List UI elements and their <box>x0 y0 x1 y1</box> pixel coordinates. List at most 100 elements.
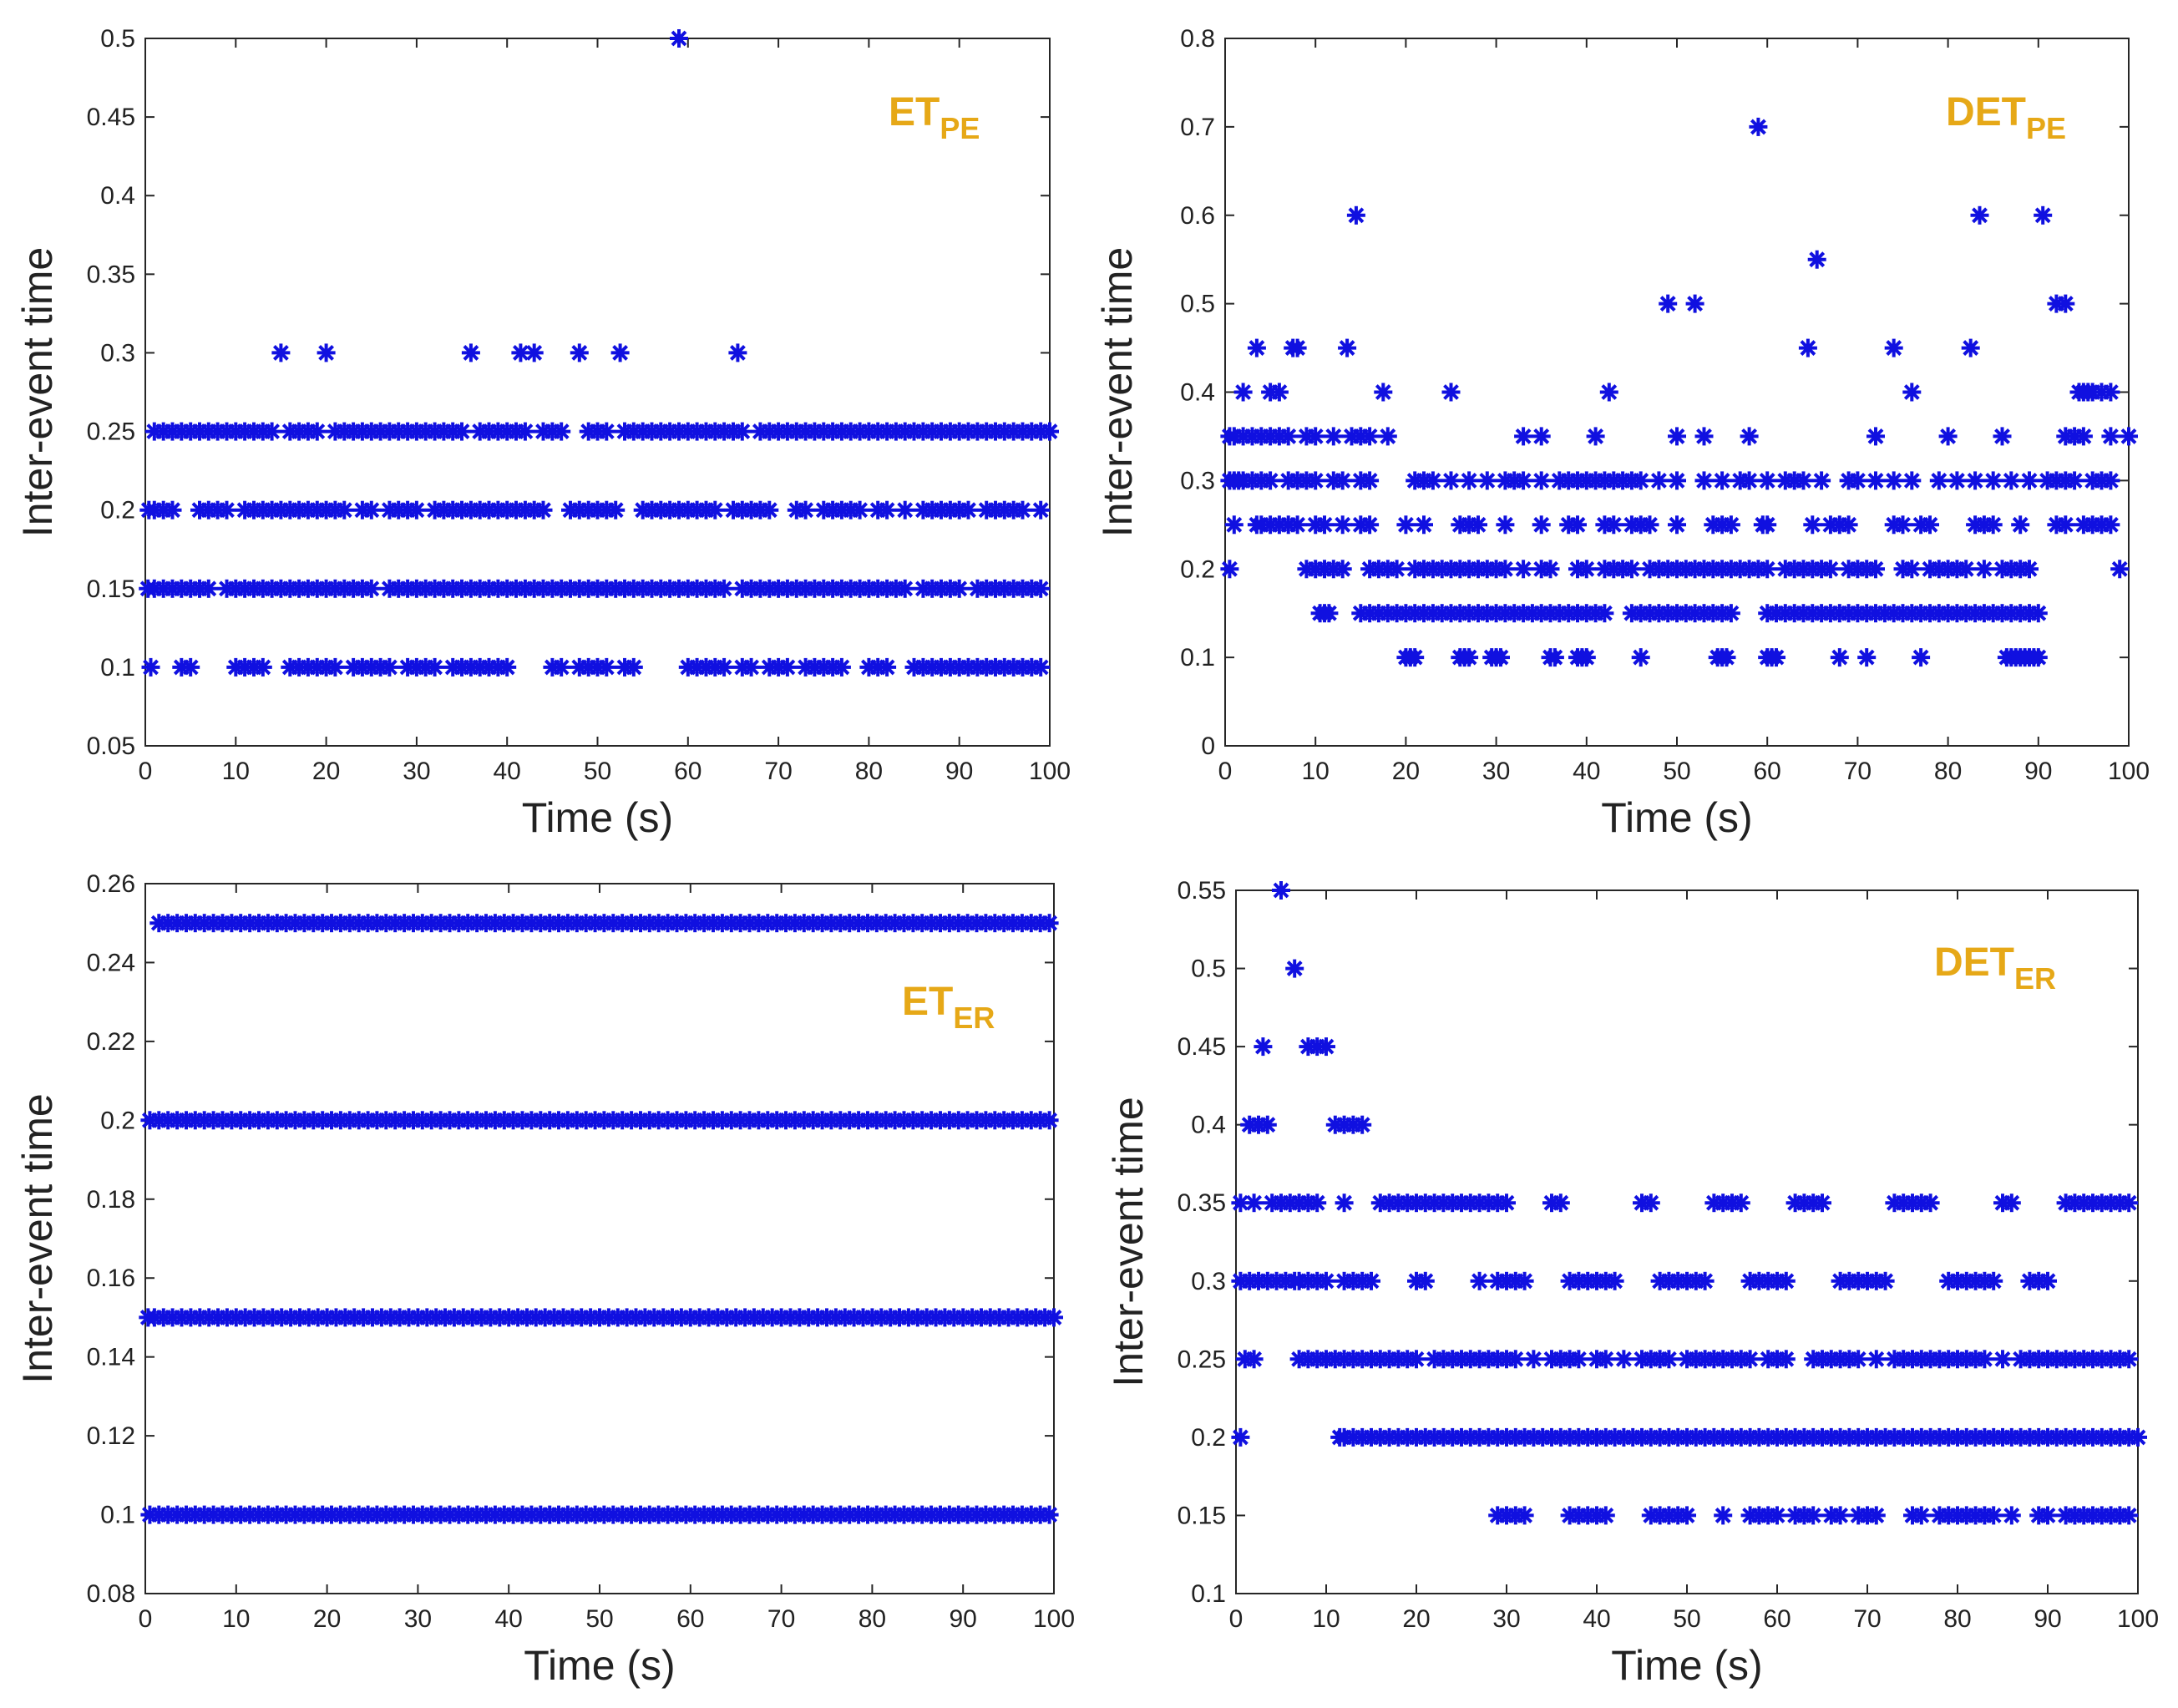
panel4-point <box>1351 1113 1374 1136</box>
panel2-point <box>1458 469 1481 492</box>
panel4-point <box>1919 1192 1942 1214</box>
panel4-xtick-label: 70 <box>1853 1605 1881 1633</box>
panel4-point <box>2118 1192 2140 1214</box>
panel1-point <box>405 499 428 521</box>
panel2-point <box>1530 469 1552 492</box>
panel1-point <box>731 420 753 443</box>
panel4-point <box>1315 1270 1337 1292</box>
panel1-point <box>1030 656 1052 678</box>
panel2-point <box>1331 558 1354 580</box>
panel1-xtick-label: 20 <box>312 758 340 785</box>
panel4-point <box>1829 1504 1851 1527</box>
panel2-point <box>1620 558 1643 580</box>
panel3-xlabel: Time (s) <box>524 1642 675 1689</box>
panel2-point <box>1629 469 1652 492</box>
panel4-point <box>1992 1348 2013 1371</box>
panel4-point <box>1865 1348 1887 1371</box>
panel2-point <box>1720 514 1742 536</box>
panel2-point <box>2027 602 2049 625</box>
panel1-point <box>668 28 690 49</box>
panel2-point <box>1937 425 1959 448</box>
panel1-point <box>180 656 202 678</box>
panel3-ytick-label: 0.1 <box>100 1502 135 1529</box>
panel2-point <box>1856 646 1878 669</box>
panel4-point <box>2127 1426 2149 1448</box>
panel2-point <box>1648 469 1670 492</box>
panel2-point <box>2099 469 2122 492</box>
panel2-point <box>1959 337 1982 359</box>
panel1-point <box>315 342 337 364</box>
panel2-point <box>1575 646 1598 669</box>
panel2-point <box>1846 469 1869 492</box>
panel3-point <box>1038 1503 1061 1526</box>
panel4-xtick-label: 50 <box>1673 1605 1700 1633</box>
panel2-point <box>2064 469 2086 492</box>
panel1-point <box>496 656 519 678</box>
panel1-point <box>894 499 916 521</box>
panel2-ytick-label: 0.7 <box>1180 114 1215 141</box>
panel2-point <box>1345 204 1367 226</box>
panel1-ytick-label: 0.15 <box>87 575 135 603</box>
panel2-point <box>1603 514 1625 536</box>
panel2-point <box>1584 425 1607 448</box>
panel1-point <box>713 656 736 678</box>
panel1-point <box>713 577 736 600</box>
panel3-ytick-label: 0.24 <box>87 949 135 976</box>
panel4-point <box>2000 1504 2023 1527</box>
panel4-point <box>1594 1348 1617 1371</box>
panel2-point <box>1882 337 1905 359</box>
panel2-point <box>1629 646 1652 669</box>
panel1-point <box>727 342 749 364</box>
panel2-point <box>1286 514 1309 536</box>
panel4-xtick-label: 20 <box>1402 1605 1430 1633</box>
panel4-point <box>1775 1270 1797 1292</box>
panel1-xtick-label: 40 <box>494 758 521 785</box>
panel1-point <box>948 577 970 600</box>
panel3-ylabel: Inter-event time <box>14 1093 61 1383</box>
panel4-point <box>1910 1504 1932 1527</box>
panel2-xlabel: Time (s) <box>1601 794 1752 841</box>
panel1-xtick-label: 90 <box>945 758 973 785</box>
panel4-point <box>1712 1504 1735 1527</box>
panel2-point <box>1322 425 1345 448</box>
panel1-point <box>550 420 573 443</box>
panel3-annotation-main: ET <box>902 980 953 1024</box>
panel3-xtick-label: 60 <box>676 1605 704 1633</box>
panel2-point <box>1684 292 1706 315</box>
panel2-point <box>1819 558 1841 580</box>
panel4-point <box>1658 1348 1680 1371</box>
panel2-xtick-label: 80 <box>1934 758 1962 785</box>
panel3-xtick-label: 40 <box>495 1605 523 1633</box>
panel2-point <box>1973 558 1995 580</box>
panel1-point <box>378 656 401 678</box>
panel4-annotation-sub: ER <box>2014 961 2056 996</box>
panel2-point <box>1901 558 1923 580</box>
panel2-point <box>1882 469 1905 492</box>
panel1-point <box>876 499 899 521</box>
panel1-point <box>550 656 573 678</box>
panel2-point <box>1598 381 1620 403</box>
panel2-point <box>1982 469 2004 492</box>
panel2-point <box>1286 337 1309 359</box>
panel1-point <box>830 656 853 678</box>
panel1-point <box>423 656 446 678</box>
panel1-ytick-label: 0.05 <box>87 732 135 760</box>
panel2-point <box>1756 469 1779 492</box>
panel2-point <box>1530 514 1552 536</box>
panel1-xtick-label: 50 <box>584 758 611 785</box>
panel4-point <box>1874 1270 1897 1292</box>
panel1-point <box>306 420 328 443</box>
panel3-point <box>1043 1306 1065 1329</box>
panel2-point <box>2018 469 2040 492</box>
panel2-point <box>2099 425 2122 448</box>
panel2-point <box>1458 646 1481 669</box>
panel2-ytick-label: 0.4 <box>1180 379 1215 407</box>
panel2-point <box>1747 115 1770 138</box>
panel2-point <box>1359 469 1381 492</box>
panel4-point <box>1315 1036 1337 1058</box>
panel2-point <box>1512 469 1535 492</box>
panel1-point <box>139 656 162 678</box>
panel2-ytick-label: 0 <box>1201 732 1215 760</box>
panel4-point <box>2037 1504 2059 1527</box>
